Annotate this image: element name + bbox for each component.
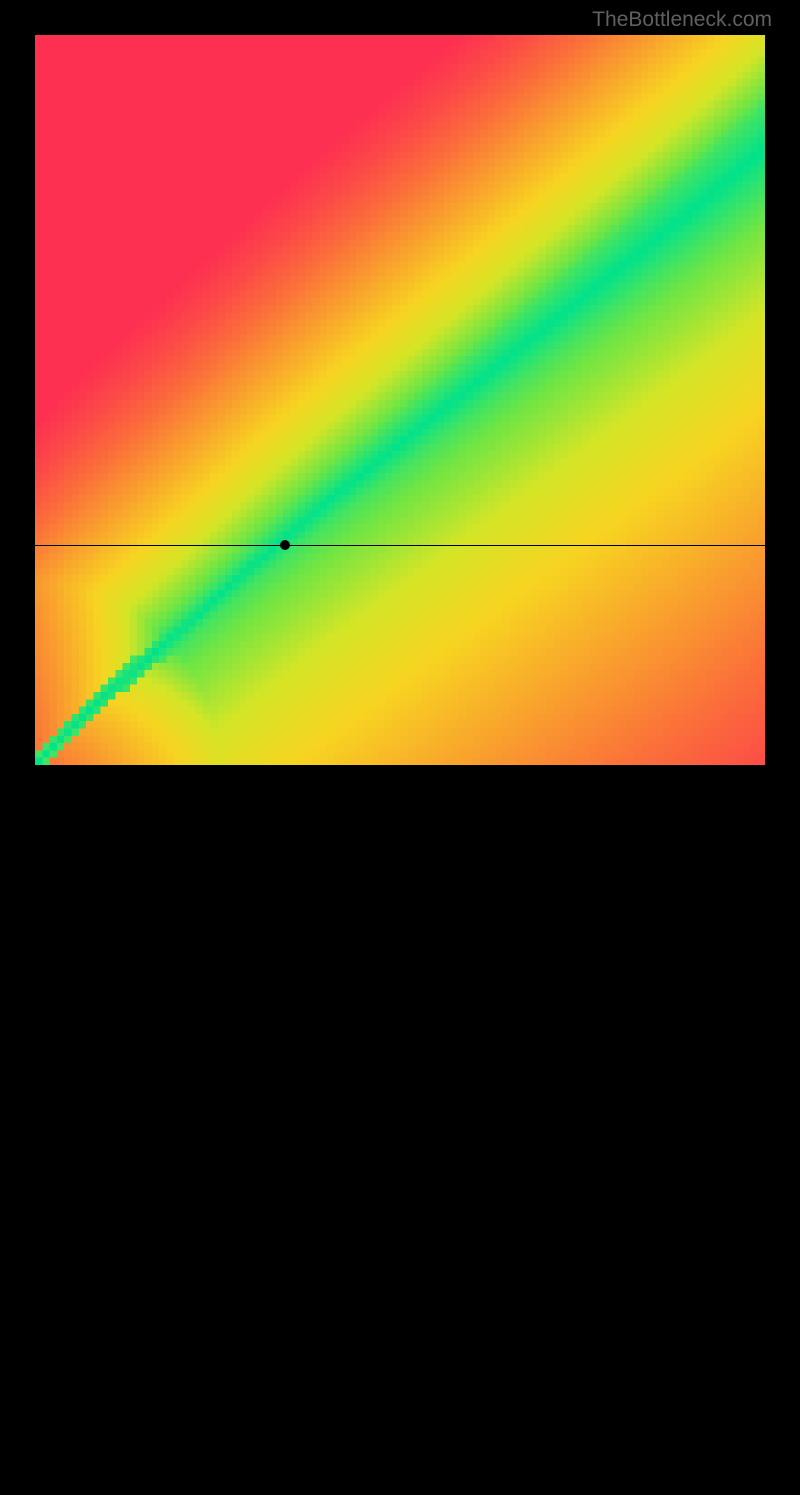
watermark-text: TheBottleneck.com xyxy=(592,8,772,32)
heatmap-canvas xyxy=(35,35,765,765)
crosshair-horizontal xyxy=(35,545,765,546)
crosshair-vertical xyxy=(285,765,286,1495)
crosshair-marker xyxy=(280,540,290,550)
heatmap-plot xyxy=(35,35,765,765)
